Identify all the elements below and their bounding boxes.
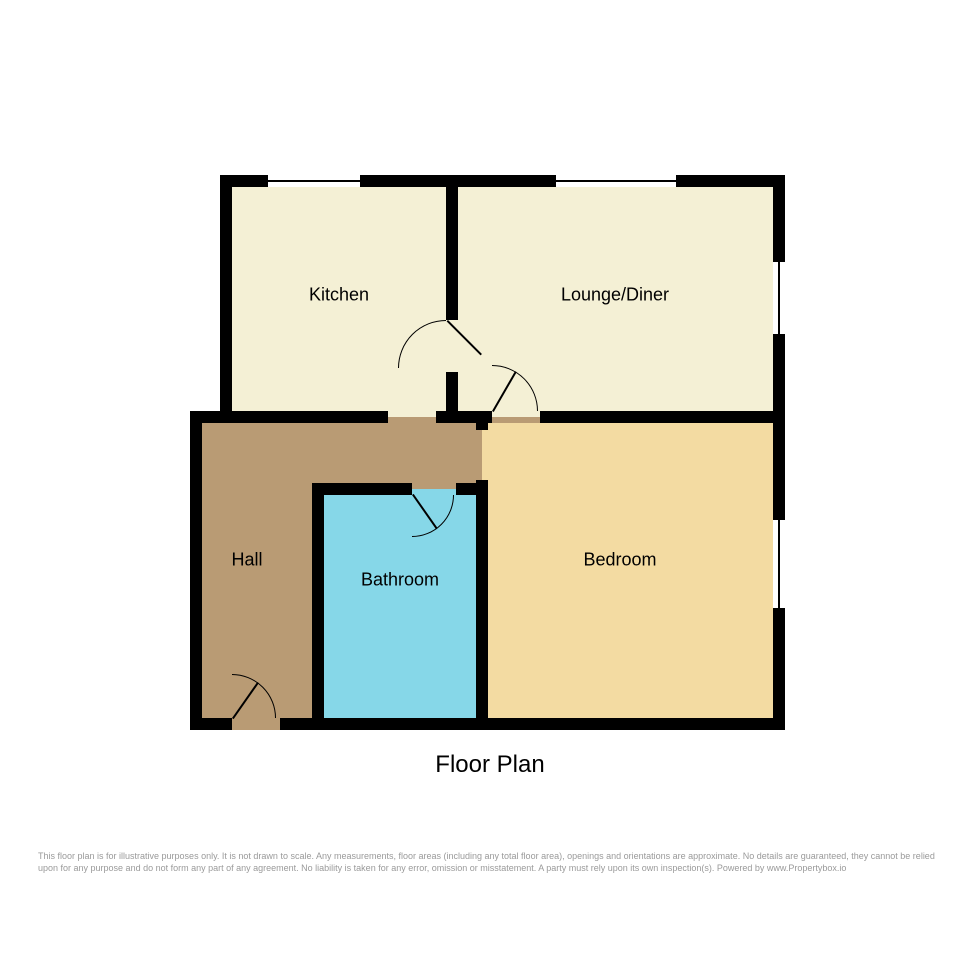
- label-lounge: Lounge/Diner: [561, 285, 669, 306]
- disclaimer-text: This floor plan is for illustrative purp…: [38, 850, 942, 874]
- wall-left-lower: [190, 411, 202, 730]
- window-3-line: [778, 262, 780, 334]
- wall-bath-l: [312, 483, 324, 730]
- wall-bath-t: [312, 483, 488, 495]
- label-hall: Hall: [231, 550, 262, 571]
- label-bathroom: Bathroom: [361, 570, 439, 591]
- plan-title: Floor Plan: [435, 751, 544, 779]
- door-gap-kitchen-hall-top: [388, 411, 436, 417]
- door-gap-entrance: [232, 718, 280, 730]
- wall-right: [773, 175, 785, 730]
- label-kitchen: Kitchen: [309, 285, 369, 306]
- room-hall-b: [202, 423, 312, 718]
- window-2-line: [556, 180, 676, 182]
- label-bedroom: Bedroom: [583, 550, 656, 571]
- floorplan-canvas: Kitchen Lounge/Diner Hall Bathroom Bedro…: [0, 0, 980, 980]
- door-gap-bathroom-b: [412, 489, 456, 495]
- door-gap-lounge-top: [492, 411, 540, 417]
- wall-k-l: [446, 187, 458, 411]
- door-gap-bedroom-r: [482, 430, 488, 480]
- window-4-line: [778, 520, 780, 608]
- wall-left-upper: [220, 175, 232, 423]
- window-1-line: [268, 180, 360, 182]
- room-bedroom: [488, 423, 773, 718]
